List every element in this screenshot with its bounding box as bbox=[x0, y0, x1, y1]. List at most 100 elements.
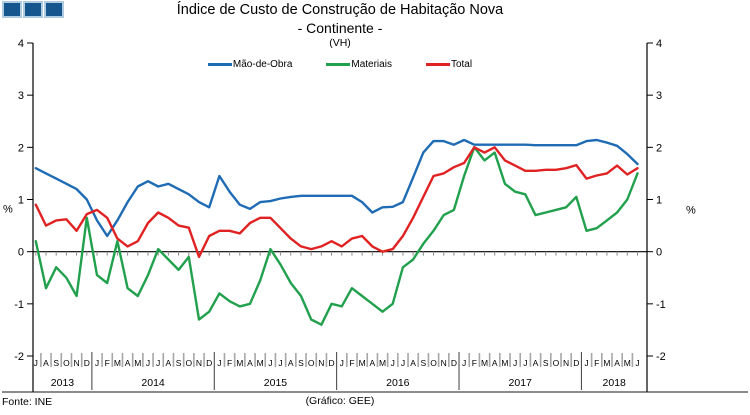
x-axis-month-label: A bbox=[125, 358, 131, 368]
x-axis-month-label: N bbox=[441, 358, 447, 368]
x-axis-month-label: J bbox=[340, 358, 344, 368]
legend-line-swatch bbox=[207, 63, 232, 66]
x-axis-year-label: 2014 bbox=[141, 377, 165, 389]
x-axis-month-label: D bbox=[84, 358, 90, 368]
x-axis-month-label: J bbox=[635, 358, 639, 368]
y-tick-label-right: 4 bbox=[656, 38, 662, 50]
x-axis-month-label: N bbox=[196, 358, 202, 368]
x-axis-month-label: A bbox=[410, 358, 416, 368]
x-axis-month-label: J bbox=[523, 358, 527, 368]
logo-square-icon bbox=[23, 1, 43, 18]
x-axis-month-label: F bbox=[472, 358, 477, 368]
y-tick-label-left: 2 bbox=[18, 142, 24, 154]
x-axis-month-label: N bbox=[74, 358, 80, 368]
x-axis-month-label: A bbox=[533, 358, 539, 368]
x-axis-month-label: M bbox=[114, 358, 121, 368]
y-tick-label-right: 2 bbox=[656, 142, 662, 154]
chart-legend: Mão-de-Obra Materiais Total bbox=[33, 59, 647, 70]
x-axis-month-label: J bbox=[391, 358, 395, 368]
legend-line-swatch bbox=[425, 63, 450, 66]
x-axis-month-label: M bbox=[379, 358, 386, 368]
x-axis-month-label: D bbox=[451, 358, 457, 368]
legend-label: Total bbox=[450, 59, 473, 70]
y-tick-label-left: -2 bbox=[14, 351, 24, 363]
y-tick-label-right: -2 bbox=[656, 351, 666, 363]
page-subtitle: - Continente - bbox=[297, 20, 383, 36]
legend-item-materiais: Materiais bbox=[326, 59, 392, 70]
x-axis-month-label: D bbox=[328, 358, 334, 368]
x-axis-month-label: A bbox=[288, 358, 294, 368]
y-tick-label-right: 3 bbox=[656, 90, 662, 102]
x-axis-month-label: A bbox=[166, 358, 172, 368]
x-axis-month-label: A bbox=[614, 358, 620, 368]
y-axis-unit-left: % bbox=[3, 204, 13, 216]
x-axis-year-label: 2018 bbox=[603, 377, 627, 389]
x-axis-month-label: J bbox=[401, 358, 405, 368]
x-axis-month-label: M bbox=[236, 358, 243, 368]
x-axis-month-label: O bbox=[430, 358, 437, 368]
x-axis-month-label: J bbox=[95, 358, 99, 368]
x-axis-month-label: M bbox=[501, 358, 508, 368]
series-line-total bbox=[34, 146, 639, 259]
legend-label: Materiais bbox=[351, 59, 392, 70]
x-axis-month-label: O bbox=[308, 358, 315, 368]
x-axis-month-label: F bbox=[349, 358, 354, 368]
x-axis-year-label: 2016 bbox=[386, 377, 410, 389]
x-axis-month-label: J bbox=[268, 358, 272, 368]
y-tick-label-left: 4 bbox=[18, 38, 24, 50]
logo-squares bbox=[2, 1, 65, 18]
page-title: Índice de Custo de Construção de Habitaç… bbox=[176, 2, 504, 18]
x-axis-month-label: J bbox=[513, 358, 517, 368]
y-tick-label-left: -1 bbox=[14, 299, 24, 311]
x-axis-month-label: J bbox=[156, 358, 160, 368]
x-axis-month-label: J bbox=[584, 358, 588, 368]
x-axis-month-label: F bbox=[594, 358, 599, 368]
x-axis-month-label: S bbox=[420, 358, 426, 368]
x-axis-month-label: M bbox=[134, 358, 141, 368]
legend-item-mao-de-obra: Mão-de-Obra bbox=[207, 59, 293, 70]
x-axis-month-label: S bbox=[298, 358, 304, 368]
x-axis-year-label: 2015 bbox=[264, 377, 288, 389]
unit-note: (VH) bbox=[329, 37, 351, 49]
title-block: Índice de Custo de Construção de Habitaç… bbox=[33, 1, 647, 49]
x-axis-month-label: M bbox=[257, 358, 264, 368]
x-axis-month-label: N bbox=[563, 358, 569, 368]
x-axis-month-label: O bbox=[553, 358, 560, 368]
x-axis-month-label: A bbox=[370, 358, 376, 368]
x-axis-month-label: J bbox=[217, 358, 221, 368]
legend-item-total: Total bbox=[425, 59, 473, 70]
x-axis-month-label: M bbox=[624, 358, 631, 368]
y-tick-label-left: 3 bbox=[18, 90, 24, 102]
y-tick-label-left: 0 bbox=[18, 247, 24, 259]
logo-square-icon bbox=[44, 1, 64, 18]
credit-note: (Gráfico: GEE) bbox=[305, 395, 375, 407]
logo-square-icon bbox=[2, 1, 22, 18]
x-axis-month-label: M bbox=[603, 358, 610, 368]
x-axis-month-label: M bbox=[359, 358, 366, 368]
x-axis-month-label: S bbox=[53, 358, 59, 368]
legend-line-swatch bbox=[326, 63, 351, 66]
x-axis-month-label: F bbox=[227, 358, 232, 368]
x-axis-month-label: M bbox=[481, 358, 488, 368]
legend-label: Mão-de-Obra bbox=[232, 59, 293, 70]
series-line-materiais bbox=[34, 146, 639, 326]
y-tick-label-right: 0 bbox=[656, 247, 662, 259]
x-axis-month-label: J bbox=[146, 358, 150, 368]
x-axis-month-label: F bbox=[105, 358, 110, 368]
x-axis-month-label: J bbox=[462, 358, 466, 368]
x-axis-month-label: A bbox=[247, 358, 253, 368]
x-axis-month-label: O bbox=[185, 358, 192, 368]
x-axis-month-label: D bbox=[206, 358, 212, 368]
y-tick-label-left: 1 bbox=[18, 195, 24, 207]
source-note: Fonte: INE bbox=[2, 396, 53, 408]
x-axis-month-label: A bbox=[492, 358, 498, 368]
series-line-m-o-de-obra bbox=[34, 138, 639, 238]
x-axis-month-label: D bbox=[573, 358, 579, 368]
x-axis-month-label: S bbox=[543, 358, 549, 368]
x-axis-month-label: O bbox=[63, 358, 70, 368]
x-axis-month-label: A bbox=[43, 358, 49, 368]
x-axis-month-label: J bbox=[278, 358, 282, 368]
x-axis-month-label: S bbox=[176, 358, 182, 368]
y-tick-label-right: -1 bbox=[656, 299, 666, 311]
